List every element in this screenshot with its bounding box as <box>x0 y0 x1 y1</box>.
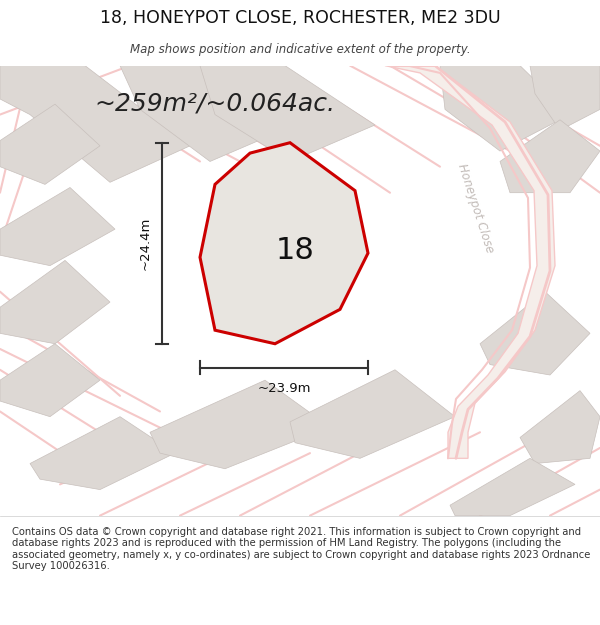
Text: Map shows position and indicative extent of the property.: Map shows position and indicative extent… <box>130 42 470 56</box>
Polygon shape <box>450 458 575 516</box>
Polygon shape <box>200 66 375 161</box>
Polygon shape <box>0 344 100 417</box>
Polygon shape <box>150 380 330 469</box>
Polygon shape <box>440 66 570 151</box>
Text: Contains OS data © Crown copyright and database right 2021. This information is : Contains OS data © Crown copyright and d… <box>12 526 590 571</box>
Text: 18: 18 <box>275 236 314 264</box>
Polygon shape <box>0 66 190 182</box>
Polygon shape <box>0 188 115 266</box>
Polygon shape <box>30 417 175 489</box>
Polygon shape <box>530 66 600 130</box>
Polygon shape <box>385 66 555 458</box>
Polygon shape <box>0 104 100 184</box>
Polygon shape <box>290 370 455 458</box>
Polygon shape <box>120 66 295 161</box>
Text: 18, HONEYPOT CLOSE, ROCHESTER, ME2 3DU: 18, HONEYPOT CLOSE, ROCHESTER, ME2 3DU <box>100 9 500 28</box>
Text: Honeypot Close: Honeypot Close <box>455 162 497 254</box>
Polygon shape <box>480 292 590 375</box>
Polygon shape <box>500 120 600 192</box>
Polygon shape <box>0 261 110 344</box>
Text: ~259m²/~0.064ac.: ~259m²/~0.064ac. <box>95 91 335 115</box>
Polygon shape <box>200 142 368 344</box>
Text: ~24.4m: ~24.4m <box>139 216 152 270</box>
Polygon shape <box>520 391 600 464</box>
Text: ~23.9m: ~23.9m <box>257 382 311 395</box>
